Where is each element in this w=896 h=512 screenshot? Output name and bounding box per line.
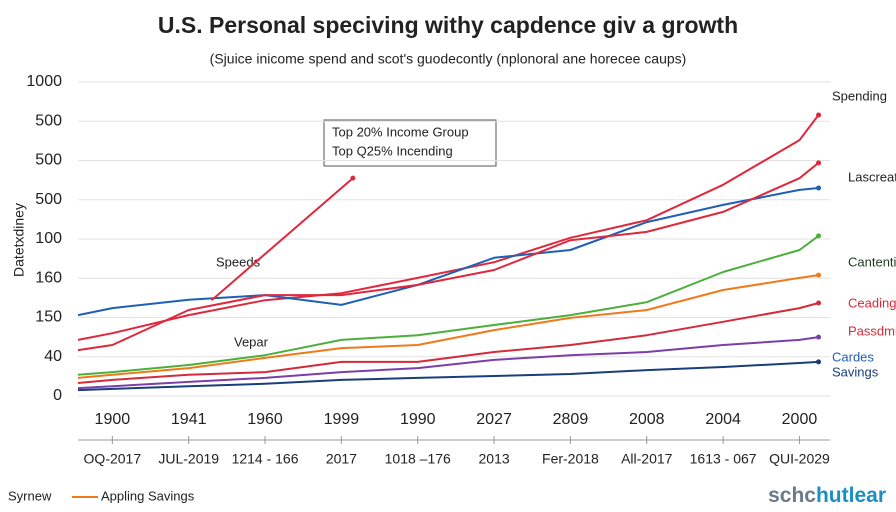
annotation-box [323, 119, 497, 167]
series-line [77, 302, 819, 384]
series-end-marker [816, 160, 822, 166]
x-tick-label: 2008 [629, 411, 665, 428]
x-tick-label: 2809 [553, 411, 589, 428]
inline-label: Speeds [216, 254, 261, 269]
x-tick-label: 1941 [171, 411, 207, 428]
footer-label: Syrnew [8, 488, 52, 503]
y-tick-label: 0 [53, 387, 62, 404]
x-period-label: Fer-2018 [542, 451, 599, 467]
end-label: Savings [832, 364, 879, 379]
x-period-label: All-2017 [621, 451, 673, 467]
inline-label: Vepar [234, 334, 269, 349]
series-line [77, 336, 819, 390]
series-end-marker [816, 272, 822, 278]
x-tick-label: 2000 [782, 411, 818, 428]
x-period-label: QUI-2029 [769, 451, 830, 467]
series-label: Cantentid [848, 254, 896, 269]
series-line [77, 235, 820, 376]
annotation: Top Q25% Incending [332, 143, 453, 158]
x-tick-label: 2004 [705, 411, 741, 428]
series-line [77, 187, 819, 317]
x-tick-label: 1999 [324, 411, 360, 428]
series-end-marker [816, 300, 822, 306]
x-period-label: 2017 [326, 451, 357, 467]
footer-legend-label: Appling Savings [101, 488, 195, 503]
series-line [77, 360, 819, 392]
x-period-label: JUL-2019 [158, 451, 219, 467]
series-line [77, 114, 820, 341]
series-end-marker [816, 359, 822, 365]
y-tick-label: 500 [35, 152, 62, 169]
y-tick-label: 500 [35, 191, 62, 208]
brand-part: schc [768, 484, 816, 507]
x-tick-label: 1990 [400, 411, 436, 428]
y-tick-label: 1000 [26, 73, 62, 90]
chart-title: U.S. Personal speciving withy capdence g… [158, 12, 738, 38]
chart-subtitle: (Sjuice inicome spend and scot's guodeco… [210, 51, 687, 67]
y-tick-label: 500 [35, 112, 62, 129]
x-tick-label: 1960 [247, 411, 283, 428]
x-tick-label: 2027 [476, 411, 512, 428]
series-label: Lascreating [848, 169, 896, 184]
series-end-marker [816, 334, 822, 340]
brand: schchutlear [768, 484, 886, 507]
series-line [77, 162, 820, 352]
series-line [210, 177, 354, 301]
y-tick-label: 160 [35, 269, 62, 286]
series-end-marker [350, 175, 356, 181]
series-end-marker [816, 112, 822, 118]
series-label: Passdmic [848, 323, 896, 338]
y-axis-label: Datetxdiney [11, 203, 27, 277]
x-period-label: 1613 - 067 [690, 451, 757, 467]
series-end-marker [816, 233, 822, 239]
annotation: Top 20% Income Group [332, 124, 469, 139]
series-label: Spending [832, 88, 887, 103]
y-tick-label: 150 [35, 309, 62, 326]
x-period-label: 1018 –176 [385, 451, 451, 467]
x-period-label: 2013 [479, 451, 510, 467]
series-label: Cardes [832, 349, 874, 364]
brand-part: hutlear [816, 484, 886, 507]
x-period-label: OQ-2017 [84, 451, 142, 467]
series-end-marker [816, 185, 822, 191]
series-label: Ceading [848, 295, 896, 310]
x-tick-label: 1900 [95, 411, 131, 428]
x-period-label: 1214 - 166 [232, 451, 299, 467]
y-tick-label: 100 [35, 230, 62, 247]
y-tick-label: 40 [44, 348, 62, 365]
series-line [77, 274, 819, 379]
